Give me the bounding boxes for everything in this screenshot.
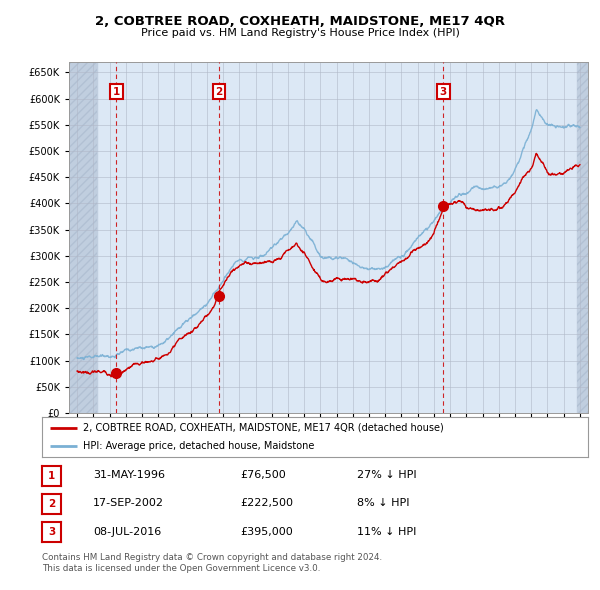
Text: 11% ↓ HPI: 11% ↓ HPI xyxy=(357,527,416,536)
Text: 2, COBTREE ROAD, COXHEATH, MAIDSTONE, ME17 4QR: 2, COBTREE ROAD, COXHEATH, MAIDSTONE, ME… xyxy=(95,15,505,28)
Bar xyxy=(69,62,97,413)
Text: HPI: Average price, detached house, Maidstone: HPI: Average price, detached house, Maid… xyxy=(83,441,314,451)
Text: 3: 3 xyxy=(48,527,55,537)
Text: 1: 1 xyxy=(113,87,120,97)
Text: Price paid vs. HM Land Registry's House Price Index (HPI): Price paid vs. HM Land Registry's House … xyxy=(140,28,460,38)
Text: Contains HM Land Registry data © Crown copyright and database right 2024.: Contains HM Land Registry data © Crown c… xyxy=(42,553,382,562)
Text: 1: 1 xyxy=(48,471,55,480)
Text: 08-JUL-2016: 08-JUL-2016 xyxy=(93,527,161,536)
Text: 27% ↓ HPI: 27% ↓ HPI xyxy=(357,470,416,480)
Bar xyxy=(577,62,588,413)
Text: £395,000: £395,000 xyxy=(240,527,293,536)
Text: 8% ↓ HPI: 8% ↓ HPI xyxy=(357,499,409,508)
Text: 17-SEP-2002: 17-SEP-2002 xyxy=(93,499,164,508)
Bar xyxy=(577,62,588,413)
Text: 2: 2 xyxy=(215,87,223,97)
Bar xyxy=(69,62,97,413)
Text: 2, COBTREE ROAD, COXHEATH, MAIDSTONE, ME17 4QR (detached house): 2, COBTREE ROAD, COXHEATH, MAIDSTONE, ME… xyxy=(83,423,444,433)
Text: 31-MAY-1996: 31-MAY-1996 xyxy=(93,470,165,480)
Text: £222,500: £222,500 xyxy=(240,499,293,508)
Text: 3: 3 xyxy=(440,87,447,97)
Text: This data is licensed under the Open Government Licence v3.0.: This data is licensed under the Open Gov… xyxy=(42,565,320,573)
Text: £76,500: £76,500 xyxy=(240,470,286,480)
Text: 2: 2 xyxy=(48,499,55,509)
